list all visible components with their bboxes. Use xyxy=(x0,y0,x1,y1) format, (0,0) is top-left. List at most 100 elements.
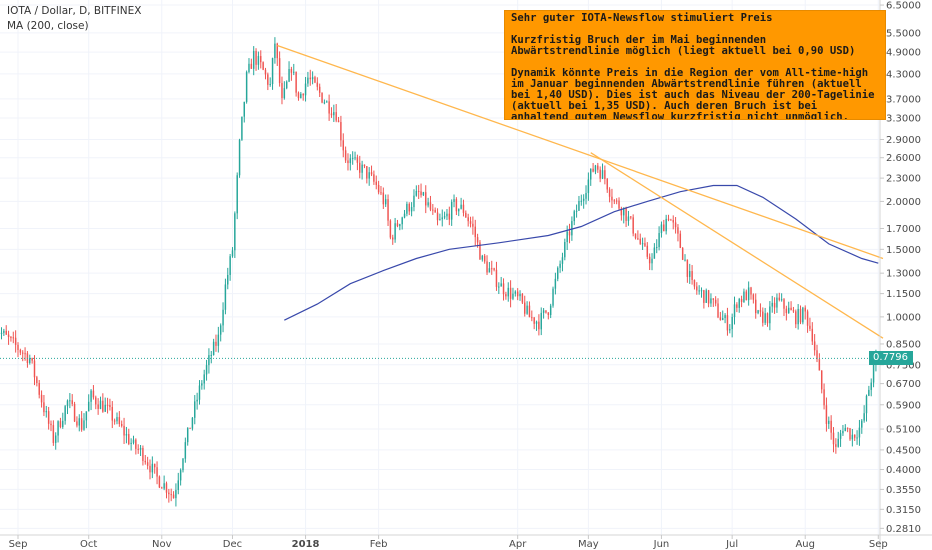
candle-body xyxy=(486,261,488,273)
candle-body xyxy=(198,385,201,400)
candle-body xyxy=(575,210,578,212)
candle-body xyxy=(323,102,326,104)
candle-body xyxy=(288,69,290,82)
y-tick-label: 4.3000 xyxy=(886,69,921,80)
y-tick-label: 0.3150 xyxy=(886,505,921,516)
candle-body xyxy=(578,200,580,211)
candle-body xyxy=(604,170,606,179)
candle-body xyxy=(547,312,550,316)
candle-body xyxy=(304,83,307,96)
candle-body xyxy=(665,218,667,232)
candle-body xyxy=(766,313,769,324)
candle-body xyxy=(311,77,314,80)
candle-body xyxy=(802,307,804,323)
candle-body xyxy=(811,328,814,342)
x-tick-label: Feb xyxy=(370,539,388,550)
candle-body xyxy=(276,43,278,59)
candle-body xyxy=(278,58,281,84)
candle-body xyxy=(125,434,128,436)
candle-body xyxy=(205,365,208,375)
candle-body xyxy=(868,389,870,396)
candle-body xyxy=(40,394,43,403)
candle-body xyxy=(623,207,625,216)
candle-body xyxy=(90,390,92,402)
candle-body xyxy=(210,354,213,356)
candle-body xyxy=(368,172,370,179)
candle-body xyxy=(717,303,719,318)
candle-body xyxy=(252,50,255,69)
candle-body xyxy=(62,420,64,428)
candle-body xyxy=(795,311,797,325)
candle-body xyxy=(790,307,792,311)
candle-body xyxy=(85,411,88,421)
candle-body xyxy=(382,192,385,205)
candle-body xyxy=(842,431,844,434)
candle-body xyxy=(151,463,154,473)
candle-body xyxy=(524,302,526,314)
candle-body xyxy=(344,150,347,161)
candle-body xyxy=(465,212,467,218)
candle-body xyxy=(705,290,707,303)
candle-body xyxy=(24,353,26,355)
x-tick-label: Jul xyxy=(725,539,738,550)
y-tick-label: 1.1500 xyxy=(886,289,921,300)
candle-body xyxy=(139,447,142,450)
candle-body xyxy=(297,92,300,99)
candle-body xyxy=(99,400,102,409)
candle-body xyxy=(450,201,453,220)
candle-body xyxy=(347,160,349,164)
candle-body xyxy=(453,199,455,202)
candles xyxy=(0,37,877,507)
candle-body xyxy=(420,191,422,196)
candle-body xyxy=(408,203,410,212)
annotation-box[interactable]: Sehr guter IOTA-Newsflow stimuliert Prei… xyxy=(504,10,886,120)
candle-body xyxy=(754,299,757,314)
candle-body xyxy=(458,208,460,212)
candle-body xyxy=(740,298,743,302)
y-tick-label: 0.6700 xyxy=(886,379,921,390)
candle-body xyxy=(425,192,427,206)
x-axis[interactable]: Sep Oct Nov Dec 2018 Feb Apr May Jun Jul Aug Sep xyxy=(0,534,932,550)
candle-body xyxy=(568,231,571,236)
candle-body xyxy=(120,424,123,426)
candle-body xyxy=(783,299,785,309)
candle-body xyxy=(797,308,799,325)
candle-body xyxy=(92,390,95,398)
candle-body xyxy=(759,310,762,312)
candle-body xyxy=(36,377,38,383)
candle-body xyxy=(660,224,663,234)
candle-body xyxy=(745,291,748,301)
candle-body xyxy=(872,363,875,383)
y-tick-label: 0.4500 xyxy=(886,445,921,456)
candle-body xyxy=(747,287,750,301)
candle-body xyxy=(234,213,236,251)
candle-body xyxy=(161,487,163,489)
candle-body xyxy=(340,122,342,141)
candle-body xyxy=(446,213,448,217)
candle-body xyxy=(762,311,764,323)
legend-indicator[interactable]: MA (200, close) xyxy=(7,20,89,32)
candle-body xyxy=(54,435,57,443)
candle-body xyxy=(109,405,111,408)
candle-body xyxy=(135,439,137,449)
candle-body xyxy=(439,219,441,221)
candle-body xyxy=(194,401,196,418)
legend-symbol[interactable]: IOTA / Dollar, D, BITFINEX xyxy=(7,5,142,17)
candle-body xyxy=(625,207,627,221)
candle-body xyxy=(73,403,76,422)
candle-body xyxy=(516,291,519,297)
candle-body xyxy=(519,293,521,297)
candle-body xyxy=(851,434,854,440)
candle-body xyxy=(644,243,646,246)
candle-body xyxy=(608,189,611,197)
candle-body xyxy=(686,259,689,277)
x-tick-label: Aug xyxy=(795,539,815,550)
candle-body xyxy=(76,421,78,426)
candle-body xyxy=(406,203,408,214)
candle-body xyxy=(271,58,274,85)
y-axis[interactable]: 6.5000 5.5000 4.9000 4.3000 3.7000 3.3000 2.90… xyxy=(879,0,921,550)
candle-body xyxy=(455,199,458,212)
candle-body xyxy=(521,293,524,303)
candle-body xyxy=(370,172,373,175)
